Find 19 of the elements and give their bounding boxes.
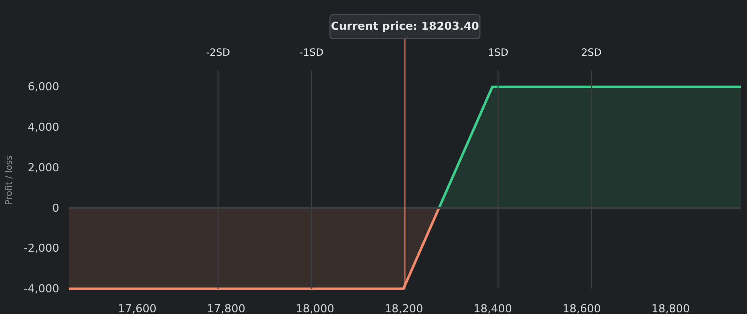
x-tick-label: 17,800: [207, 302, 246, 316]
y-axis-title: Profit / loss: [5, 155, 16, 206]
x-tick-label: 18,800: [652, 302, 690, 316]
ref-line-label: 1SD: [488, 48, 509, 59]
x-tick-label: 18,400: [474, 302, 512, 316]
ref-line-label: Current price: 18203.40: [331, 20, 480, 33]
y-tick-label: 4,000: [28, 121, 60, 134]
x-tick-label: 18,600: [562, 302, 602, 316]
x-tick-label: 18,000: [296, 302, 335, 316]
y-tick-label: 6,000: [28, 80, 60, 94]
y-tick-label: -4,000: [24, 282, 60, 296]
ref-line-label: -2SD: [206, 48, 231, 59]
y-tick-label: 2,000: [28, 161, 60, 174]
x-tick-label: 18,200: [384, 302, 424, 316]
ref-line-label: -1SD: [300, 48, 324, 59]
x-tick-label: 17,600: [118, 302, 157, 316]
ref-line-label: 2SD: [581, 48, 602, 59]
y-tick-label: -2,000: [24, 242, 60, 256]
y-tick-label: 0: [52, 202, 60, 215]
